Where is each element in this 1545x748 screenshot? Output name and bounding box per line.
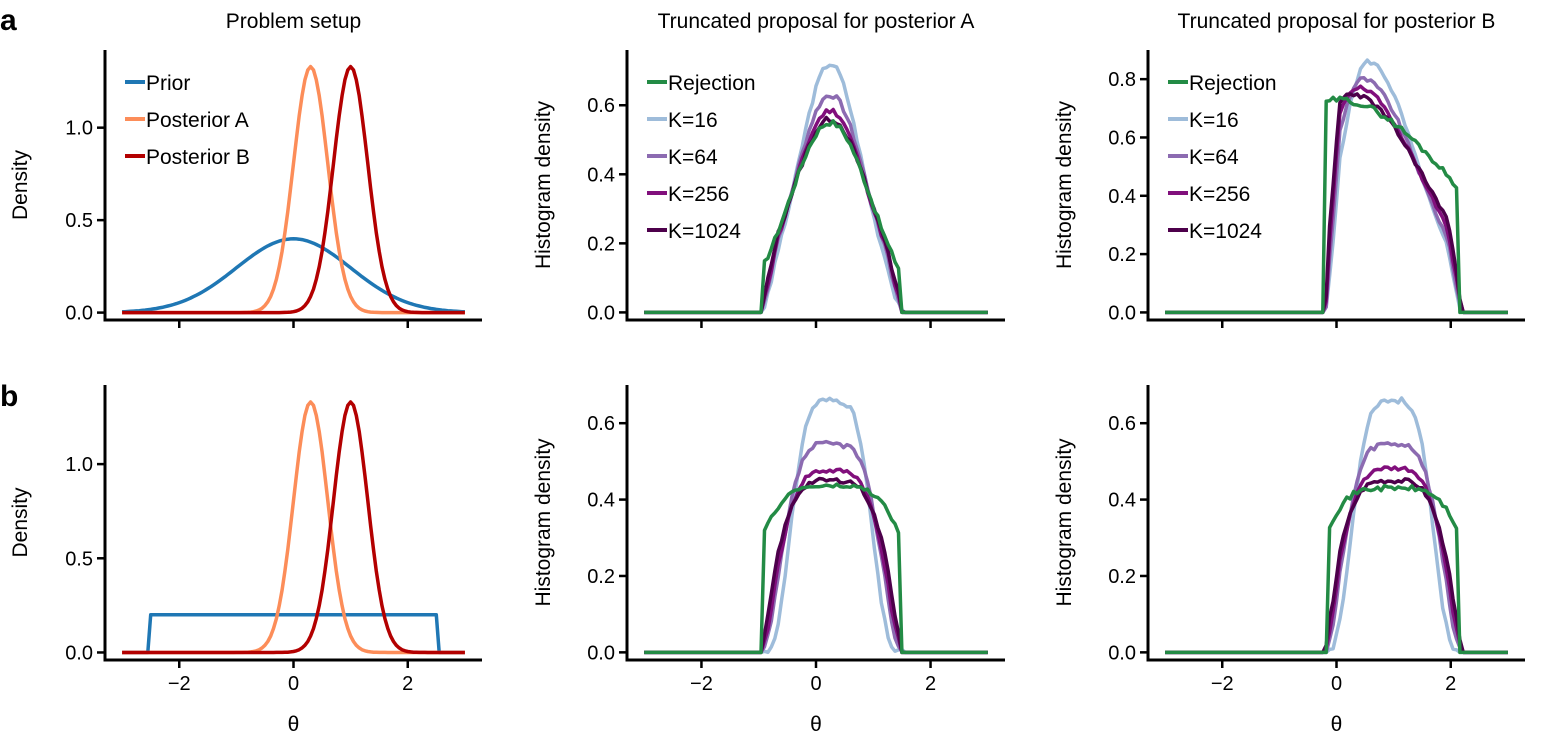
series-line-rejection — [1165, 483, 1508, 655]
x-tick-label: −2 — [168, 673, 191, 695]
series-line-k-16 — [644, 396, 988, 655]
legend-label: Prior — [146, 72, 190, 95]
y-tick-label: 0.2 — [1108, 244, 1136, 266]
y-axis-label: Density — [9, 149, 32, 220]
x-tick-label: −2 — [690, 673, 713, 695]
chart-title: Problem setup — [226, 10, 361, 33]
x-tick-label: 2 — [402, 673, 413, 695]
y-tick-label: 0.0 — [587, 642, 615, 664]
series-line-k-256 — [644, 467, 988, 655]
legend: Rejection K=16 K=64 K=256 K=1024 — [1168, 72, 1277, 243]
legend: Prior Posterior A Posterior B — [125, 72, 250, 169]
x-axis-label: θ — [810, 713, 822, 736]
y-tick-label: 0.8 — [1108, 69, 1136, 91]
y-tick-label: 0.5 — [65, 210, 93, 232]
legend-label: K=256 — [1189, 183, 1250, 206]
x-axis-label: θ — [288, 713, 300, 736]
y-tick-label: 0.6 — [1108, 413, 1136, 435]
y-axis-label: Histogram density — [532, 100, 555, 269]
x-axis-label: θ — [1331, 713, 1343, 736]
legend-label: K=1024 — [668, 220, 741, 243]
series-line-k-64 — [644, 439, 988, 655]
panel-letter-a: a — [0, 4, 17, 37]
y-axis-label: Density — [9, 487, 32, 558]
x-tick-label: −2 — [1211, 673, 1234, 695]
chart-title: Truncated proposal for posterior A — [658, 10, 975, 33]
legend-label: K=64 — [1189, 146, 1239, 169]
chart-b-postA: 0.0 0.2 0.4 0.6 −2 0 2 Histogram density θ — [532, 385, 1005, 736]
chart-b-setup: 0.0 0.5 1.0 −2 0 2 Density θ — [9, 385, 482, 736]
legend-label: Posterior B — [146, 146, 250, 169]
legend-label: K=256 — [668, 183, 729, 206]
legend-label: K=16 — [1189, 109, 1239, 132]
legend: Rejection K=16 K=64 K=256 K=1024 — [647, 72, 756, 243]
y-tick-label: 0.5 — [65, 548, 93, 570]
y-tick-label: 0.0 — [65, 642, 93, 664]
y-tick-label: 0.0 — [1108, 302, 1136, 324]
series-line-prior — [122, 613, 465, 655]
y-axis-label: Histogram density — [1053, 438, 1076, 607]
y-tick-label: 0.6 — [587, 413, 615, 435]
series-line-rejection — [1165, 95, 1508, 315]
y-tick-label: 0.4 — [587, 164, 615, 186]
panel-letter-b: b — [0, 380, 18, 413]
legend-label: K=16 — [668, 109, 718, 132]
y-tick-label: 0.0 — [587, 302, 615, 324]
x-tick-label: 0 — [810, 673, 821, 695]
x-tick-label: 2 — [1445, 673, 1456, 695]
series-line-rejection — [644, 482, 988, 655]
series-line-prior — [122, 237, 465, 314]
y-tick-label: 0.0 — [65, 303, 93, 325]
series-line-posterior-a — [122, 64, 465, 315]
series-line-rejection — [644, 119, 988, 315]
chart-a-postB: Truncated proposal for posterior B 0.0 0.2… — [1053, 10, 1525, 328]
chart-title: Truncated proposal for posterior B — [1178, 10, 1496, 33]
y-tick-label: 0.6 — [1108, 127, 1136, 149]
series-line-posterior-b — [122, 64, 465, 315]
y-tick-label: 0.6 — [587, 95, 615, 117]
y-tick-label: 0.2 — [587, 566, 615, 588]
series-line-k-1024 — [644, 476, 988, 655]
legend-label: Rejection — [668, 72, 756, 95]
y-axis-label: Histogram density — [1053, 100, 1076, 269]
plots-container: Problem setup 0.0 0.5 1.0 Density Prior Poster… — [9, 10, 1525, 736]
y-tick-label: 0.2 — [587, 233, 615, 255]
y-tick-label: 0.2 — [1108, 566, 1136, 588]
chart-a-postA: Truncated proposal for posterior A 0.0 0.2… — [532, 10, 1005, 328]
y-tick-label: 0.4 — [1108, 186, 1136, 208]
chart-a-setup: Problem setup 0.0 0.5 1.0 Density Prior Poster… — [9, 10, 482, 328]
chart-b-postB: 0.0 0.2 0.4 0.6 −2 0 2 Histogram density θ — [1053, 385, 1525, 736]
y-tick-label: 0.0 — [1108, 642, 1136, 664]
legend-label: Posterior A — [146, 109, 249, 132]
y-tick-label: 1.0 — [65, 118, 93, 140]
y-tick-label: 1.0 — [65, 454, 93, 476]
legend-label: K=1024 — [1189, 220, 1262, 243]
series-line-posterior-b — [122, 400, 465, 655]
y-axis-label: Histogram density — [532, 438, 555, 607]
legend-label: K=64 — [668, 146, 718, 169]
x-tick-label: 0 — [288, 673, 299, 695]
series-line-k-256 — [644, 107, 988, 315]
x-tick-label: 0 — [1331, 673, 1342, 695]
x-tick-label: 2 — [925, 673, 936, 695]
y-tick-label: 0.4 — [587, 490, 615, 512]
legend-label: Rejection — [1189, 72, 1277, 95]
y-tick-label: 0.4 — [1108, 490, 1136, 512]
